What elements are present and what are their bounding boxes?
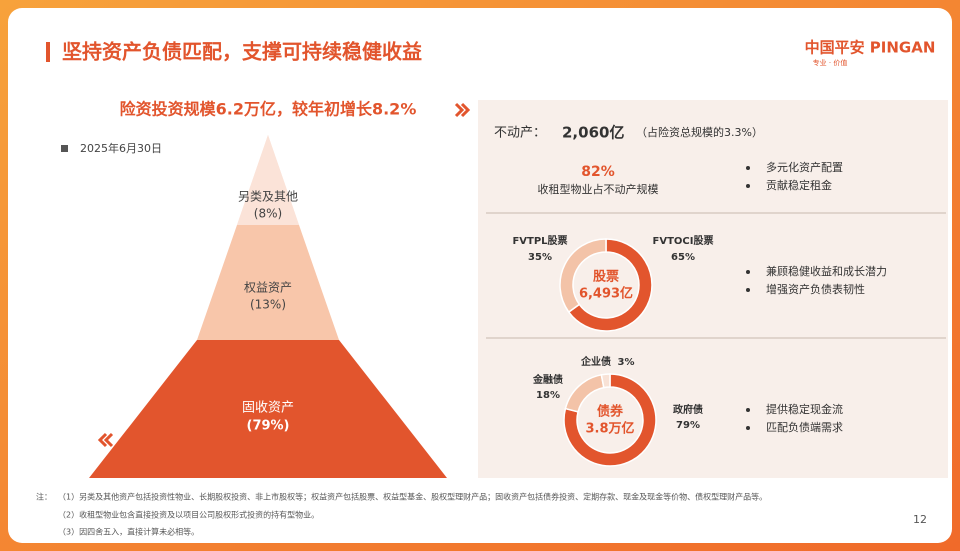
re-heading: 不动产：: [494, 126, 546, 141]
layer-name: 权益资产: [244, 281, 292, 295]
segment-label: 65%: [671, 252, 695, 263]
chevron-left: [97, 432, 114, 448]
segment-name: FVTPL股票: [512, 235, 567, 247]
re-share-caption: 收租型物业占不动产规模: [538, 182, 659, 196]
layer-name: 另类及其他: [238, 190, 298, 204]
point: 兼顾稳健收益和成长潜力: [766, 264, 887, 278]
point: 多元化资产配置: [766, 160, 843, 174]
title: 坚持资产负债匹配，支撑可持续稳健收益: [62, 40, 422, 64]
chevron-right: [454, 102, 471, 118]
date-marker: [61, 145, 68, 152]
segment-name: 政府债: [673, 403, 703, 416]
donut-center-value: 6,493亿: [579, 286, 633, 302]
layer-name: 固收资产: [242, 401, 294, 416]
bullet: [746, 288, 750, 292]
date: 2025年6月30日: [80, 141, 162, 155]
slogan: 专业 · 价值: [813, 58, 848, 67]
footnote: （2）收租型物业包含直接投资及以项目公司股权形式投资的持有型物业。: [58, 510, 319, 520]
point: 贡献稳定租金: [766, 178, 832, 192]
title-bar: [46, 42, 50, 62]
logo: 中国平安 PINGAN: [805, 39, 936, 57]
point: 匹配负债端需求: [766, 420, 843, 434]
bullet: [746, 426, 750, 430]
page-number: 12: [913, 513, 927, 526]
pyramid-middle: [197, 225, 339, 340]
pyramid-bottom: [89, 340, 447, 478]
bullet: [746, 166, 750, 170]
segment-name: 金融债: [532, 373, 563, 386]
segment-label: 18%: [536, 390, 560, 401]
donut-center-value: 3.8万亿: [585, 421, 634, 437]
donut-segment: [559, 238, 607, 314]
re-share: 82%: [581, 164, 615, 180]
pyramid-top-fill: [237, 135, 299, 225]
donut-segment: [563, 373, 657, 467]
bullet: [746, 184, 750, 188]
segment-label: 35%: [528, 252, 552, 263]
segment-label: 3%: [618, 357, 635, 368]
layer-label: (79%): [247, 419, 290, 434]
footnote-prefix: 注：: [36, 492, 52, 502]
segment-name: 企业债: [580, 355, 611, 368]
donut-center-title: 债券: [597, 404, 624, 420]
point: 提供稳定现金流: [766, 402, 843, 416]
re-amount: 2,060亿: [562, 124, 624, 142]
layer-label: (13%): [250, 298, 286, 312]
footnote: （3）因四舍五入，直接计算未必相等。: [58, 527, 199, 537]
donut-segment: [600, 373, 611, 389]
segment-name: FVTOCI股票: [653, 235, 714, 247]
point: 增强资产负债表韧性: [766, 282, 865, 296]
headline: 险资投资规模6.2万亿，较年初增长8.2%: [120, 100, 417, 119]
bullet: [746, 408, 750, 412]
donut-center-title: 股票: [593, 269, 619, 285]
bullet: [746, 270, 750, 274]
layer-label: (8%): [254, 207, 282, 221]
donut-segment: [567, 238, 653, 332]
segment-label: 79%: [676, 420, 700, 431]
right-panel: [478, 100, 948, 478]
footnote: （1）另类及其他资产包括投资性物业、长期股权投资、非上市股权等；权益资产包括股票…: [58, 492, 767, 502]
re-note: （占险资总规模的3.3%）: [636, 125, 763, 139]
